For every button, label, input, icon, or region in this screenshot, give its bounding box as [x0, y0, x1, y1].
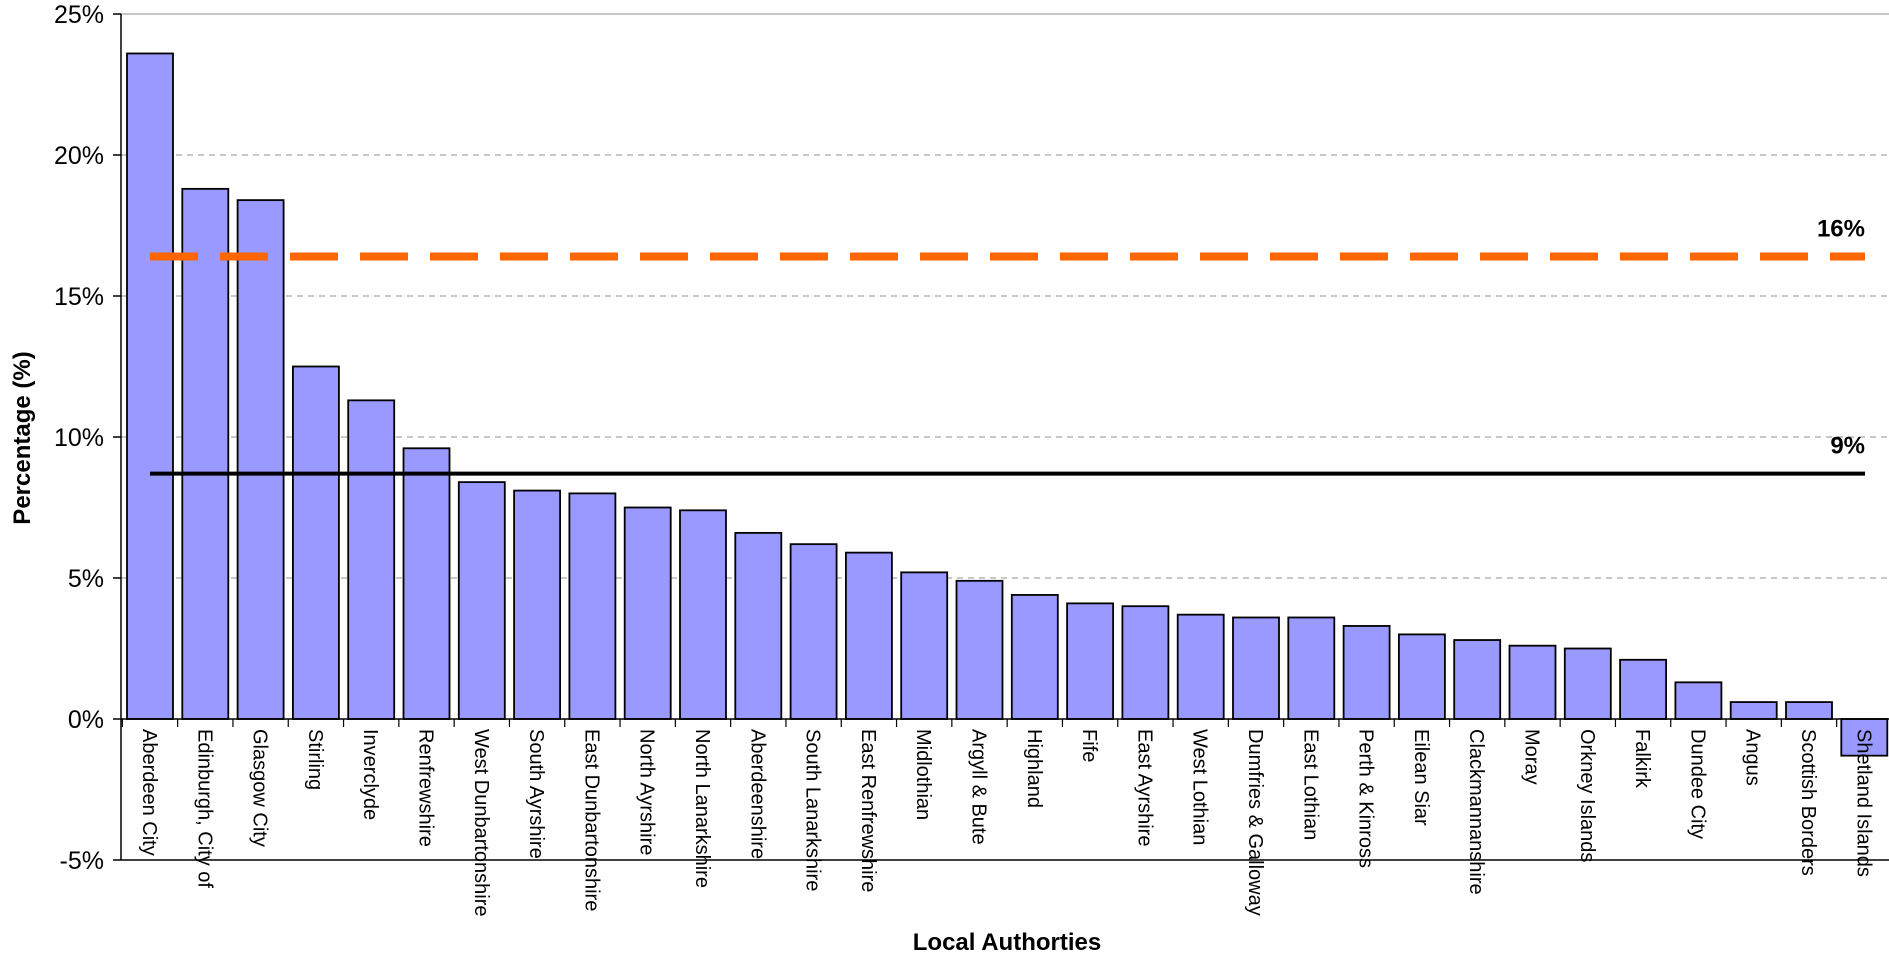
bar-angus	[1729, 701, 1778, 720]
bar-dumfries-galloway	[1232, 616, 1280, 720]
bar-highland	[1010, 594, 1059, 720]
axes	[113, 13, 1889, 861]
category-label: Glasgow City	[249, 729, 271, 847]
category-label: Aberdeen City	[138, 729, 160, 856]
bar-east-lothian	[1287, 616, 1336, 720]
bar-perth-kinross	[1342, 625, 1391, 720]
category-label: East Renfrewshire	[857, 729, 879, 892]
category-label: West Dunbartonshire	[470, 729, 492, 917]
category-label: North Ayrshire	[636, 729, 658, 855]
gridlines	[121, 13, 1889, 579]
category-label: Scottish Borders	[1797, 729, 1819, 876]
bars	[126, 52, 1889, 757]
y-tick-label: 0%	[68, 706, 104, 734]
bar-fife	[1066, 602, 1114, 720]
y-axis-title: Percentage (%)	[9, 351, 36, 524]
bar-inverclyde	[347, 399, 396, 720]
category-label: Inverclyde	[359, 729, 381, 820]
category-label: Stirling	[304, 729, 326, 790]
category-label: Dumfries & Galloway	[1244, 729, 1266, 916]
bar-glasgow-city	[236, 199, 285, 720]
category-label: Renfrewshire	[415, 729, 437, 847]
bar-clackmannanshire	[1453, 639, 1502, 720]
category-label: Orkney Islands	[1576, 729, 1598, 862]
bar-shetland-islands	[1840, 718, 1889, 757]
category-label: Falkirk	[1631, 729, 1653, 789]
reference-line-label: 9%	[1830, 433, 1865, 460]
bar-aberdeen-city	[126, 52, 174, 720]
bar-renfrewshire	[402, 447, 451, 720]
bar-south-ayrshire	[513, 489, 561, 720]
y-tick-label: 20%	[54, 142, 104, 170]
bar-scottish-borders	[1785, 701, 1833, 720]
y-tick-label: -5%	[60, 847, 104, 875]
bar-orkney-islands	[1563, 647, 1612, 720]
y-tick-label: 5%	[68, 565, 104, 593]
category-label: North Lanarkshire	[691, 729, 713, 888]
category-label: Perth & Kinross	[1355, 729, 1377, 868]
category-labels: Aberdeen City Edinburgh, City of Glasgow C…	[138, 729, 1874, 917]
reference-line-label: 16%	[1817, 216, 1865, 243]
reference-lines: 16% 9%	[150, 216, 1865, 476]
category-label: South Ayrshire	[525, 729, 547, 859]
bar-stirling	[291, 365, 340, 720]
bar-north-ayrshire	[623, 506, 672, 720]
bar-west-lothian	[1176, 613, 1225, 720]
category-label: West Lothian	[1189, 729, 1211, 845]
bar-east-ayrshire	[1121, 605, 1170, 720]
bar-aberdeenshire	[734, 531, 783, 720]
y-tick-label: 10%	[54, 424, 104, 452]
bar-moray	[1508, 644, 1557, 720]
x-axis-title: Local Authorties	[913, 929, 1101, 956]
category-label: Angus	[1742, 729, 1764, 786]
bar-east-renfrewshire	[845, 551, 893, 720]
bar-dundee-city	[1674, 681, 1723, 720]
category-label: East Dunbartonshire	[580, 729, 602, 911]
y-tick-label: 25%	[54, 1, 104, 29]
category-label: Argyll & Bute	[968, 729, 990, 845]
bar-west-dunbartonshire	[457, 481, 506, 720]
category-label: Aberdeenshire	[746, 729, 768, 859]
bar-midlothian	[900, 571, 949, 720]
category-label: Moray	[1521, 729, 1543, 785]
bar-eilean-siar	[1398, 633, 1446, 720]
category-label: Clackmannanshire	[1465, 729, 1487, 895]
bar-north-lanarkshire	[679, 509, 727, 720]
category-label: Highland	[1023, 729, 1045, 808]
bar-edinburgh-city-of	[181, 187, 230, 720]
y-tick-labels: -5% 0% 5% 10% 15% 20% 25%	[54, 1, 104, 875]
bar-falkirk	[1619, 658, 1667, 720]
category-label: Fife	[1078, 729, 1100, 762]
category-label: Edinburgh, City of	[193, 729, 215, 888]
category-label: Eilean Siar	[1410, 729, 1432, 826]
category-label: Dundee City	[1686, 729, 1708, 839]
y-tick-label: 15%	[54, 283, 104, 311]
bar-east-dunbartonshire	[568, 492, 617, 720]
category-label: East Ayrshire	[1133, 729, 1155, 846]
bar-south-lanarkshire	[789, 543, 838, 720]
category-label: Shetland Islands	[1852, 729, 1874, 877]
category-label: Midlothian	[912, 729, 934, 820]
category-label: South Lanarkshire	[802, 729, 824, 891]
category-label: East Lothian	[1299, 729, 1321, 840]
bar-argyll-bute	[955, 579, 1004, 720]
